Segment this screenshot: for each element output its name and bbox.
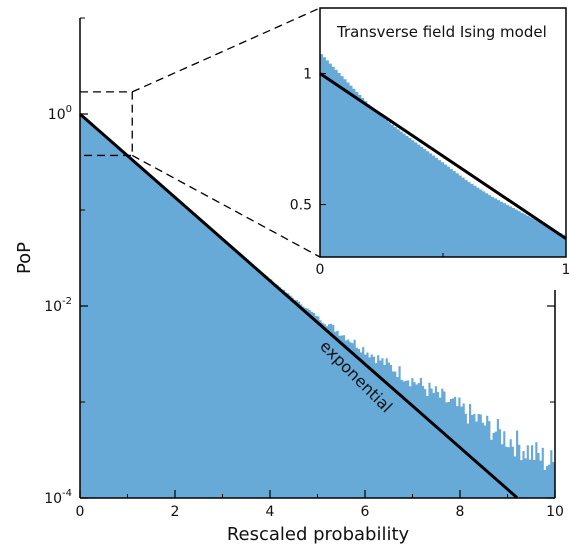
- zoom-indicator: [80, 7, 321, 258]
- x-tick-label: 0: [76, 504, 85, 520]
- exponential-line: [79, 112, 518, 499]
- y-tick-label: 100: [48, 104, 72, 123]
- y-tick-label: 10-2: [44, 296, 72, 315]
- x-tick-label: 4: [266, 504, 275, 520]
- inset-x-tick-label: 0: [316, 262, 325, 278]
- x-tick-label: 8: [456, 504, 465, 520]
- inset-title: Transverse field Ising model: [336, 23, 547, 41]
- main-histogram: [80, 114, 555, 498]
- main-y-axis-label: PoP: [14, 242, 35, 274]
- inset-histogram: [320, 54, 566, 258]
- inset-plot: 0 1 1 0.5: [290, 7, 569, 278]
- y-tick-label: 10-4: [44, 488, 72, 507]
- x-tick-label: 10: [546, 504, 564, 520]
- zoom-box: [80, 91, 133, 157]
- zoom-connector-top: [131, 7, 321, 93]
- main-x-axis-label: Rescaled probability: [227, 524, 410, 545]
- inset-x-tick-label: 1: [562, 262, 569, 278]
- x-tick-label: 2: [171, 504, 180, 520]
- inset-y-tick-label: 1: [303, 67, 312, 83]
- inset-exponential-line: [319, 72, 567, 240]
- x-tick-label: 6: [361, 504, 370, 520]
- inset-y-tick-label: 0.5: [290, 198, 312, 214]
- zoom-connector-bottom: [131, 154, 321, 258]
